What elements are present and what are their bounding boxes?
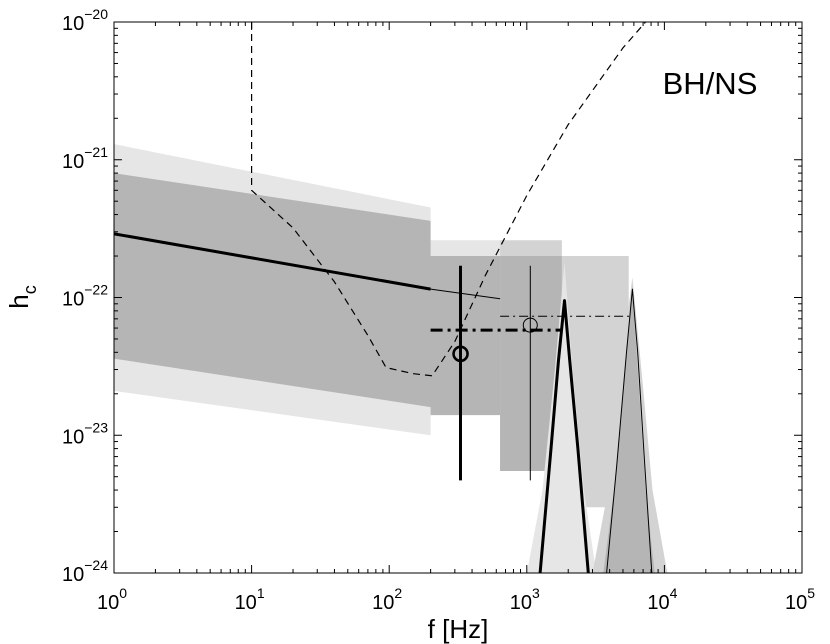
x-tick-label-3: 103 [510, 585, 540, 614]
y-tick-label-3: 10−21 [62, 144, 108, 173]
y-label-sub: c [20, 285, 40, 294]
x-axis-label: f [Hz] [428, 614, 489, 644]
x-tick-label-0: 100 [97, 585, 127, 614]
marker-0 [452, 345, 469, 363]
band-5 [526, 262, 597, 573]
series-8 [606, 288, 653, 573]
series-0 [251, 22, 647, 377]
x-tick-label-5: 105 [785, 585, 815, 614]
axis-ticks: 100 101 102 103 104 105 10−24 10−23 10−22 10−21 10… [62, 6, 815, 614]
series-7 [538, 299, 590, 573]
series-2 [430, 288, 501, 300]
svg-text:hc: hc [4, 285, 40, 308]
marker-1 [522, 317, 538, 333]
x-tick-label-4: 104 [647, 585, 677, 614]
y-axis-label: hc [4, 285, 40, 308]
y-tick-label-0: 10−24 [62, 557, 108, 586]
y-tick-label-4: 10−20 [62, 6, 108, 35]
confidence-bands [114, 144, 668, 573]
band-2 [114, 173, 501, 416]
markers [452, 317, 538, 363]
curves [114, 22, 653, 573]
series-1 [114, 232, 431, 291]
y-tick-label-2: 10−22 [62, 282, 108, 311]
x-tick-label-2: 102 [372, 585, 402, 614]
y-tick-label-1: 10−23 [62, 419, 108, 448]
band-7 [603, 286, 655, 573]
plot-frame [113, 21, 803, 574]
annotation-label: BH/NS [663, 66, 758, 101]
y-label-main: h [4, 294, 34, 308]
x-tick-label-1: 101 [235, 585, 265, 614]
band-3 [500, 256, 562, 471]
